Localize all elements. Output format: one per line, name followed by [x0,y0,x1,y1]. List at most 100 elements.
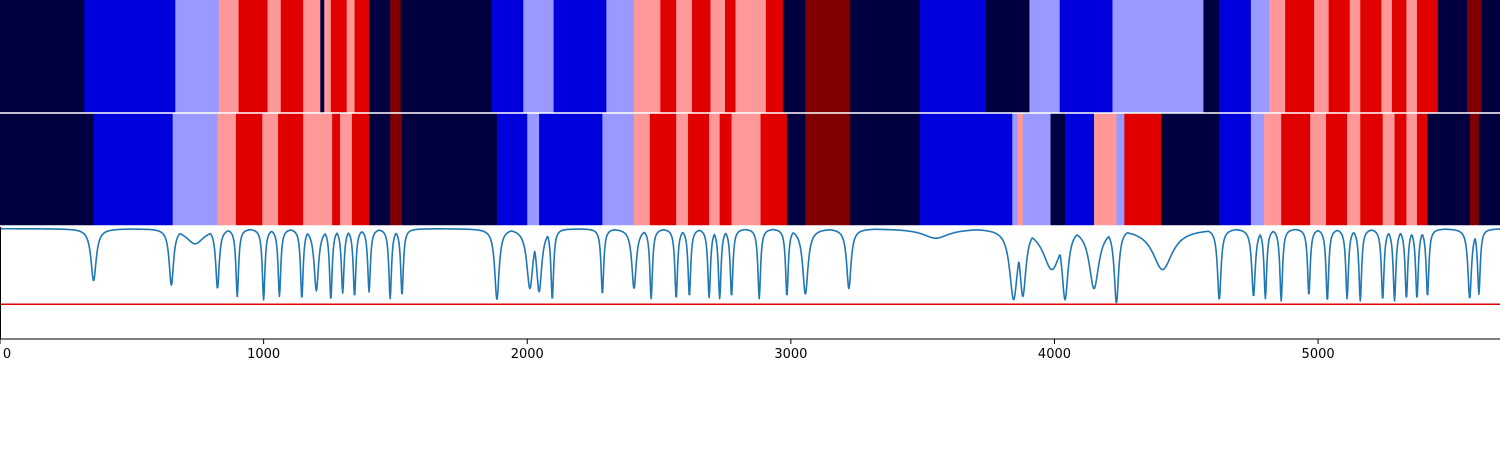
heatmap-segment [1427,113,1471,226]
heatmap-segment [93,113,174,226]
heatmap-segment [1029,0,1061,113]
heatmap-segment [369,0,391,113]
heatmap-segment [324,0,332,113]
heatmap-segment [1017,113,1024,226]
heatmap-segment [676,0,693,113]
heatmap-segment [1059,0,1114,113]
x-tick-label: 1000 [247,347,280,362]
heatmap-segment [1391,0,1408,113]
heatmap-segment [1269,0,1286,113]
x-tick-label: 4000 [1038,347,1071,362]
heatmap-segment [303,113,316,226]
heatmap-segment [1328,0,1351,113]
heatmap-segment [217,113,237,226]
x-axis: 0 1000 2000 3000 4000 5000 [0,339,1335,362]
heatmap-segment [354,0,370,113]
heatmap-segment [523,0,555,113]
heatmap-segment [0,113,95,226]
heatmap-segment [805,113,851,226]
heatmap-segment [330,0,348,113]
heatmap-segment [719,113,733,226]
heatmap-segment [782,0,806,113]
heatmap-segment [400,0,493,113]
heatmap-segment [0,0,85,113]
heatmap-segment [1467,0,1483,113]
heatmap-segment [1394,113,1408,226]
heatmap-segment [1250,0,1270,113]
heatmap-segment [1416,0,1439,113]
heatmap-segment [351,113,370,226]
line-plot-background [0,227,1500,339]
heatmap-segment [692,0,712,113]
heatmap-segment [985,0,1031,113]
heatmap-segment [552,113,603,226]
heatmap-segment [340,113,353,226]
heatmap-segment [786,113,806,226]
heatmap-segment [1065,113,1095,226]
heatmap-segment [238,0,269,113]
heatmap-segment [1161,113,1220,226]
heatmap-segment [278,113,304,226]
heatmap-segment [710,0,726,113]
heatmap-segment [805,0,851,113]
heatmap-segment [724,0,737,113]
heatmap-segment [602,113,635,226]
heatmap-segment [1360,113,1384,226]
heatmap-segment [172,113,219,226]
heatmap-segment [660,0,677,113]
heatmap-segment [527,113,540,226]
heatmap-segment [1478,113,1500,226]
heatmap-segment [496,113,528,226]
heatmap-segment [634,113,651,226]
heatmap-segment [320,0,325,113]
heatmap-segment [369,113,391,226]
heatmap-segment [303,0,321,113]
heatmap-segment [1406,113,1418,226]
heatmap-segment [765,0,784,113]
heatmap-segment [1314,0,1330,113]
heatmap-segment [1022,113,1052,226]
heatmap-segment [84,0,176,113]
heatmap-segment [735,0,767,113]
heatmap-segment [1112,0,1205,113]
heatmap-segment [1347,113,1361,226]
heatmap-segment [731,113,762,226]
heatmap-segment [760,113,788,226]
x-tick-label: 0 [3,347,11,362]
heatmap-segment [1203,0,1220,113]
heatmap-segment [1438,0,1468,113]
heatmap-segment [1116,113,1125,226]
heatmap-segment [1050,113,1066,226]
series-line [0,227,1500,304]
heatmap-segment [491,0,524,113]
x-tick-label: 3000 [774,347,807,362]
heatmap-segment [1416,113,1429,226]
heatmap-segment [390,0,402,113]
heatmap-segment [850,0,921,113]
heatmap-segment [1219,0,1252,113]
heatmap-segment [1481,0,1500,113]
heatmap-segment [649,113,677,226]
heatmap-segment [688,113,710,226]
heatmap-segment [676,113,689,226]
heatmap-segment [175,0,220,113]
heatmap-segment [262,113,279,226]
heatmap-segment [1264,113,1282,226]
heatmap-segment [920,113,1013,226]
heatmap-segment [390,113,403,226]
heatmap-segment [634,0,661,113]
heatmap-segment [346,0,356,113]
heatmap-segment [1382,113,1396,226]
line-plot [0,227,1500,306]
heatmap-segment [1326,113,1348,226]
heatmap-segment [1381,0,1393,113]
heatmap-segment [606,0,635,113]
heatmap-segment [1281,113,1311,226]
heatmap-segment [1310,113,1327,226]
heatmap-segment [1406,0,1418,113]
heatmap-segment [1124,113,1162,226]
heatmap-segment [315,113,333,226]
heatmap-segment [1349,0,1361,113]
heatmap-segment [1094,113,1118,226]
